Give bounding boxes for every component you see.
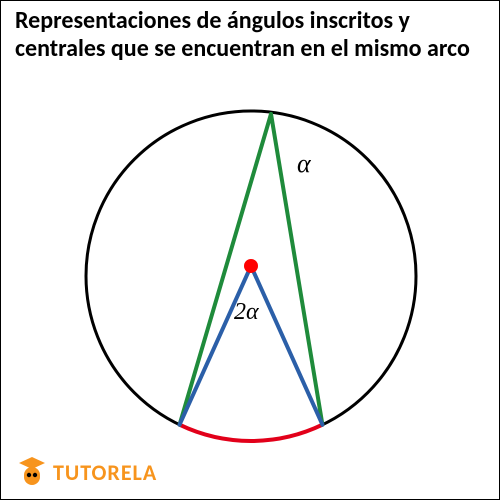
inscribed-line-left: [180, 114, 271, 425]
outer-circle: [86, 111, 416, 441]
label-central-angle: 2α: [234, 299, 259, 326]
figure-container: Representaciones de ángulos inscritos y …: [0, 0, 500, 500]
owl-body-icon: [24, 467, 40, 485]
center-dot: [244, 259, 258, 273]
arc-subtended: [180, 425, 323, 441]
owl-eye-right-icon: [33, 473, 37, 477]
label-inscribed-angle: α: [297, 149, 311, 179]
brand-logo-icon: [17, 455, 47, 489]
brand-name: TUTORELA: [53, 459, 157, 486]
label-alpha: α: [297, 149, 311, 178]
central-line-left: [180, 266, 251, 425]
brand-footer: TUTORELA: [17, 455, 157, 489]
label-2alpha: 2α: [234, 299, 259, 325]
central-line-right: [251, 266, 322, 425]
owl-eye-left-icon: [27, 473, 31, 477]
geometry-diagram: [1, 1, 500, 500]
